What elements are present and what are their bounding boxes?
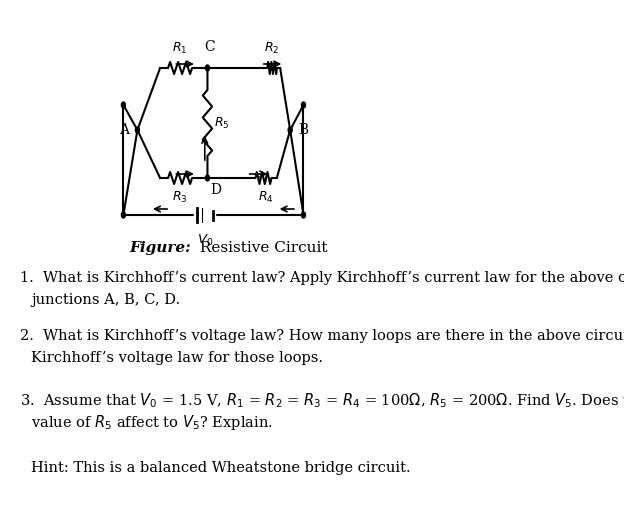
Text: B: B xyxy=(298,123,308,137)
Circle shape xyxy=(205,65,210,71)
Text: Kirchhoff’s voltage law for those loops.: Kirchhoff’s voltage law for those loops. xyxy=(31,351,323,365)
Text: $R_1$: $R_1$ xyxy=(172,41,188,56)
Circle shape xyxy=(288,127,292,133)
Text: $R_4$: $R_4$ xyxy=(258,190,273,205)
Circle shape xyxy=(205,175,210,181)
Text: junctions A, B, C, D.: junctions A, B, C, D. xyxy=(31,293,180,307)
Text: $V_0$: $V_0$ xyxy=(197,233,213,248)
Text: 2.  What is Kirchhoff’s voltage law? How many loops are there in the above circu: 2. What is Kirchhoff’s voltage law? How … xyxy=(20,329,624,343)
Text: $R_2$: $R_2$ xyxy=(265,41,280,56)
Circle shape xyxy=(135,127,139,133)
Text: $R_5$: $R_5$ xyxy=(214,115,230,131)
Text: C: C xyxy=(204,40,215,54)
Circle shape xyxy=(301,102,306,108)
Text: value of $R_5$ affect to $V_5$? Explain.: value of $R_5$ affect to $V_5$? Explain. xyxy=(31,413,273,432)
Circle shape xyxy=(301,212,306,218)
Text: 1.  What is Kirchhoff’s current law? Apply Kirchhoff’s current law for the above: 1. What is Kirchhoff’s current law? Appl… xyxy=(20,271,624,285)
Text: D: D xyxy=(211,183,222,197)
Circle shape xyxy=(122,212,125,218)
Text: 3.  Assume that $V_0$ = 1.5 V, $R_1$ = $R_2$ = $R_3$ = $R_4$ = 100$\Omega$, $R_5: 3. Assume that $V_0$ = 1.5 V, $R_1$ = $R… xyxy=(20,391,624,409)
Text: Figure:: Figure: xyxy=(130,241,192,255)
Text: $R_3$: $R_3$ xyxy=(172,190,188,205)
Circle shape xyxy=(122,102,125,108)
Text: Hint: This is a balanced Wheatstone bridge circuit.: Hint: This is a balanced Wheatstone brid… xyxy=(31,461,411,475)
Text: Resistive Circuit: Resistive Circuit xyxy=(195,241,327,255)
Text: A: A xyxy=(119,123,129,137)
